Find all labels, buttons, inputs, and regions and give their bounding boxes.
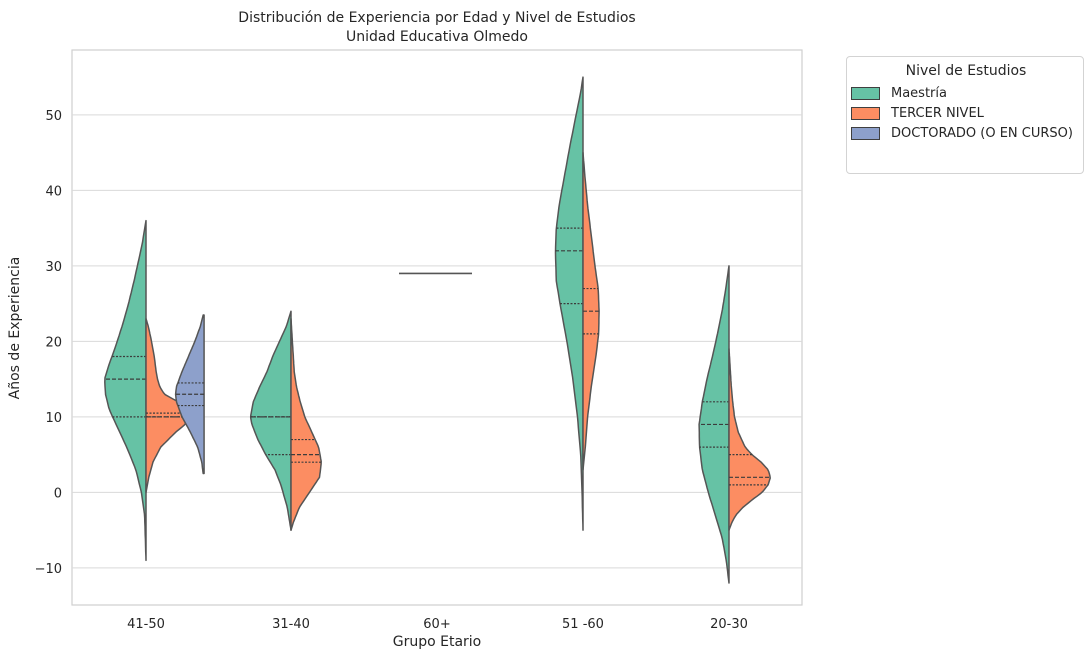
x-tick-label: 31-40 [272,617,310,632]
y-tick-label: 10 [45,411,62,426]
violin-tercer-nivel [728,348,771,531]
y-tick-label: 40 [45,184,62,199]
legend-item-maestria: Maestría [851,85,947,101]
legend-swatch-doctorado [851,126,880,140]
legend-item-doctorado: DOCTORADO (O EN CURSO) [851,125,1073,141]
legend: Nivel de Estudios Maestría TERCER NIVEL … [846,56,1084,174]
x-tick-label: 20-30 [710,617,748,632]
legend-label-tercer-nivel: TERCER NIVEL [891,105,984,121]
y-tick-label: 50 [45,109,62,124]
legend-title: Nivel de Estudios [905,63,1027,79]
x-axis-label: Grupo Etario [392,634,482,650]
y-tick-labels: −10 0 10 20 30 40 50 [35,109,62,577]
y-tick-label: −10 [35,562,62,577]
violin-maestr-a [104,219,147,562]
y-axis-label: Años de Experiencia [7,256,23,400]
gridlines [72,114,802,569]
legend-swatch-tercer-nivel [851,106,880,120]
violin-maestr-a [249,310,292,531]
chart-title: Distribución de Experiencia por Edad y N… [238,10,636,26]
x-tick-label: 51 -60 [562,617,604,632]
chart-subtitle: Unidad Educativa Olmedo [346,29,528,45]
legend-label-doctorado: DOCTORADO (O EN CURSO) [891,125,1073,141]
violin-tercer-nivel [290,318,322,531]
x-tick-label: 41-50 [127,617,165,632]
legend-item-tercer-nivel: TERCER NIVEL [851,105,984,121]
legend-swatch-maestria [851,86,880,100]
violins [104,76,771,584]
legend-label-maestria: Maestría [891,85,947,101]
violin-maestr-a [554,76,584,531]
plot-background [71,49,803,606]
y-tick-label: 0 [54,486,62,501]
y-tick-label: 20 [45,335,62,350]
x-tick-labels: 41-50 31-40 60+ 51 -60 20-30 [127,617,748,632]
x-tick-label: 60+ [423,617,450,632]
y-tick-label: 30 [45,260,62,275]
